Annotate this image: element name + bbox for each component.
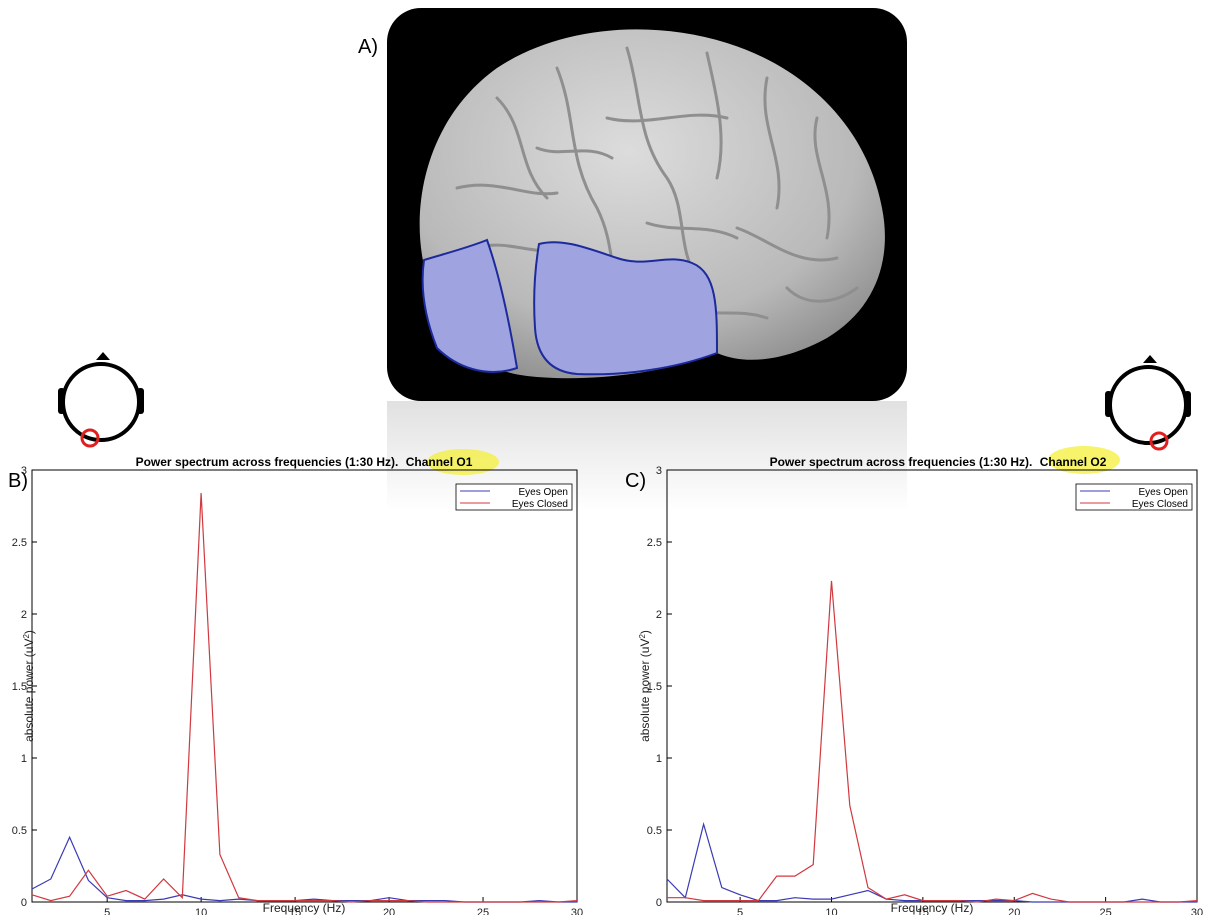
chart-o2: Power spectrum across frequencies (1:30 … xyxy=(638,446,1203,915)
occipital-region-left xyxy=(421,238,519,373)
plot-area-o2 xyxy=(666,469,1198,903)
title-highlight-o1 xyxy=(427,449,499,475)
series-lines-o2 xyxy=(666,580,1198,903)
svg-text:Power spectrum across frequenc: Power spectrum across frequencies (1:30 … xyxy=(136,455,473,469)
y-tick-label: 2.5 xyxy=(12,537,27,549)
y-axis-label-o2: absolute power (uV2) xyxy=(638,630,653,742)
x-tick-label: 5 xyxy=(104,907,110,915)
y-ticks-o2: 0 0.5 1 1.5 2 2.5 3 xyxy=(647,465,672,909)
chart-title-o2: Power spectrum across frequencies (1:30 … xyxy=(770,455,1033,469)
x-tick-label: 20 xyxy=(383,907,395,915)
y-tick-label: 0 xyxy=(656,897,662,909)
x-tick-label: 30 xyxy=(571,907,583,915)
y-tick-label: 1 xyxy=(21,753,27,765)
series-lines-o1 xyxy=(31,492,578,903)
panel-c-label: C) xyxy=(625,470,647,492)
chart-title-highlight-o2: Channel O2 xyxy=(1040,455,1107,469)
series-line-eyes-closed xyxy=(667,580,1198,903)
electrode-o1-marker xyxy=(80,428,100,448)
y-tick-label: 3 xyxy=(656,465,662,477)
head-diagram-left-icon xyxy=(58,352,144,448)
chart-title-highlight-o1: Channel O1 xyxy=(406,455,473,469)
x-tick-label: 25 xyxy=(1099,907,1111,915)
svg-text:Power spectrum across frequenc: Power spectrum across frequencies (1:30 … xyxy=(770,455,1107,469)
x-tick-label: 5 xyxy=(737,907,743,915)
occipital-region-right xyxy=(533,241,719,376)
brain-sulci xyxy=(455,46,859,320)
title-highlight-o2 xyxy=(1048,446,1120,474)
electrode-o2-marker xyxy=(1149,431,1169,451)
x-tick-label: 20 xyxy=(1008,907,1020,915)
x-tick-label: 30 xyxy=(1191,907,1203,915)
legend-label-eyes-closed: Eyes Closed xyxy=(512,499,568,510)
x-tick-label: 15 xyxy=(917,907,929,915)
y-tick-label: 2 xyxy=(656,609,662,621)
brain-render xyxy=(387,8,907,401)
y-tick-label: 1.5 xyxy=(12,681,27,693)
panel-a-label: A) xyxy=(358,36,378,58)
y-tick-label: 3 xyxy=(21,465,27,477)
x-tick-label: 10 xyxy=(825,907,837,915)
series-line-eyes-open xyxy=(666,821,1197,903)
x-axis-label-o1: Frequency (Hz) xyxy=(263,901,346,915)
brain-illustration xyxy=(419,29,885,379)
legend-o2: Eyes Open Eyes Closed xyxy=(1075,483,1193,511)
legend-label-eyes-open: Eyes Open xyxy=(519,487,568,498)
series-line-eyes-closed xyxy=(31,492,578,903)
y-ticks-o1: 0 0.5 1 1.5 2 2.5 3 xyxy=(12,465,37,909)
series-line-eyes-open xyxy=(31,835,577,903)
legend-o1: Eyes Open Eyes Closed xyxy=(455,483,573,511)
chart-o1: Power spectrum across frequencies (1:30 … xyxy=(12,449,583,915)
plot-area-o1 xyxy=(31,469,578,903)
x-tick-label: 25 xyxy=(477,907,489,915)
head-diagram-right-icon xyxy=(1105,355,1191,451)
y-tick-label: 0.5 xyxy=(647,825,662,837)
legend-label-eyes-closed: Eyes Closed xyxy=(1132,499,1188,510)
y-tick-label: 2 xyxy=(21,609,27,621)
y-tick-label: 0 xyxy=(21,897,27,909)
y-tick-label: 2.5 xyxy=(647,537,662,549)
y-tick-label: 1 xyxy=(656,753,662,765)
y-axis-label-o1: absolute power (uV2) xyxy=(22,630,37,742)
x-tick-label: 10 xyxy=(195,907,207,915)
x-axis-label-o2: Frequency (Hz) xyxy=(891,901,974,915)
chart-title-o1: Power spectrum across frequencies (1:30 … xyxy=(136,455,399,469)
legend-label-eyes-open: Eyes Open xyxy=(1139,487,1188,498)
panel-b-label: B) xyxy=(8,470,28,492)
y-tick-label: 1.5 xyxy=(647,681,662,693)
y-tick-label: 0.5 xyxy=(12,825,27,837)
x-tick-label: 15 xyxy=(289,907,301,915)
